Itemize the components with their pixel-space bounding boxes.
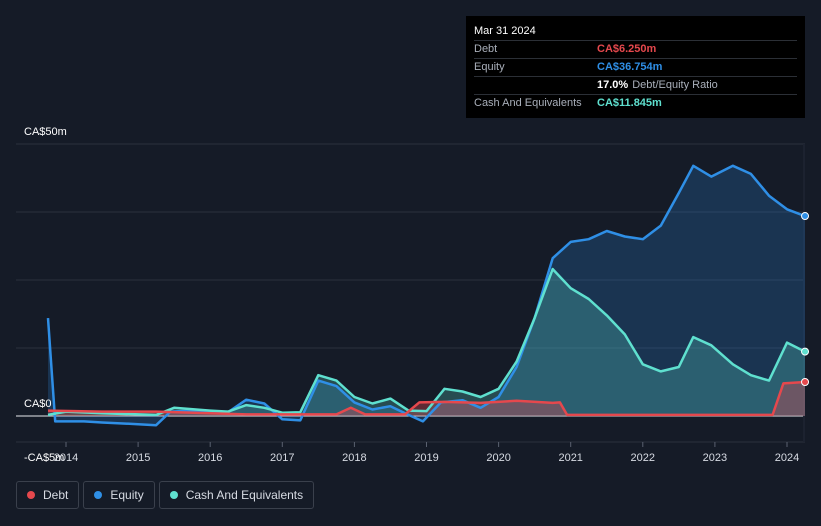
tooltip-equity-value: CA$36.754m: [597, 61, 663, 73]
chart-legend: Debt Equity Cash And Equivalents: [16, 481, 318, 511]
tooltip-row-equity: Equity CA$36.754m: [474, 58, 797, 76]
series-end-point[interactable]: [801, 347, 810, 356]
tooltip-cash-value: CA$11.845m: [597, 97, 662, 109]
series-end-point[interactable]: [801, 378, 810, 386]
tooltip-row-debt: Debt CA$6.250m: [474, 40, 797, 58]
x-tick-label: 2023: [703, 452, 727, 464]
debt-dot-icon: [27, 491, 35, 499]
x-tick-label: 2021: [558, 452, 582, 464]
x-tick-label: 2022: [631, 452, 655, 464]
y-axis-labels: CA$50m CA$0 -CA$5m: [24, 126, 67, 464]
areas: [47, 165, 806, 426]
legend-item-debt[interactable]: Debt: [16, 481, 80, 509]
tooltip-debt-value: CA$6.250m: [597, 43, 657, 55]
y-tick-label: CA$50m: [24, 126, 67, 138]
x-axis-labels: 2014 2015 2016 2017 2018 2019 2020 2021 2022 2023…: [54, 442, 799, 464]
future-shade: [803, 144, 805, 442]
data-tooltip: Mar 31 2024 Debt CA$6.250m Equity CA$36.…: [466, 16, 805, 118]
x-tick-label: 2016: [198, 452, 222, 464]
tooltip-ratio-label-spacer: [474, 77, 597, 94]
cash-dot-icon: [169, 491, 178, 499]
tooltip-ratio-label: Debt/Equity Ratio: [632, 79, 718, 91]
legend-item-cash[interactable]: Cash And Equivalents: [158, 481, 315, 509]
tooltip-debt-label: Debt: [474, 43, 498, 55]
y-tick-label: -CA$5m: [24, 452, 64, 464]
tooltip-ratio-value: 17.0%: [597, 79, 629, 91]
x-tick-label: 2015: [126, 452, 150, 464]
series-end-point[interactable]: [801, 212, 810, 221]
tooltip-row-ratio: 17.0% Debt/Equity Ratio: [474, 76, 797, 94]
x-tick-label: 2014: [54, 452, 78, 464]
series-line-debt: [47, 380, 806, 417]
tooltip-cash-label: Cash And Equivalents: [474, 97, 582, 109]
legend-item-equity[interactable]: Equity: [83, 481, 155, 509]
x-tick-label: 2018: [342, 452, 366, 464]
series-area-equity: [47, 165, 806, 426]
series-line-cash-and-equivalents: [47, 267, 806, 417]
legend-cash-label: Cash And Equivalents: [185, 488, 304, 502]
tooltip-row-cash: Cash And Equivalents CA$11.845m: [474, 94, 797, 112]
legend-equity-label: Equity: [110, 488, 144, 502]
tooltip-equity-label: Equity: [474, 61, 505, 73]
end-points: [801, 212, 810, 386]
lines: [46, 164, 806, 427]
legend-debt-label: Debt: [43, 488, 69, 502]
x-tick-label: 2020: [486, 452, 510, 464]
series-area-cash-and-equivalents: [47, 269, 806, 416]
equity-dot-icon: [94, 491, 103, 499]
tooltip-date: Mar 31 2024: [474, 25, 536, 37]
x-tick-label: 2017: [270, 452, 294, 464]
x-tick-label: 2019: [414, 452, 438, 464]
y-tick-label: CA$0: [24, 398, 52, 410]
x-tick-label: 2024: [775, 452, 799, 464]
